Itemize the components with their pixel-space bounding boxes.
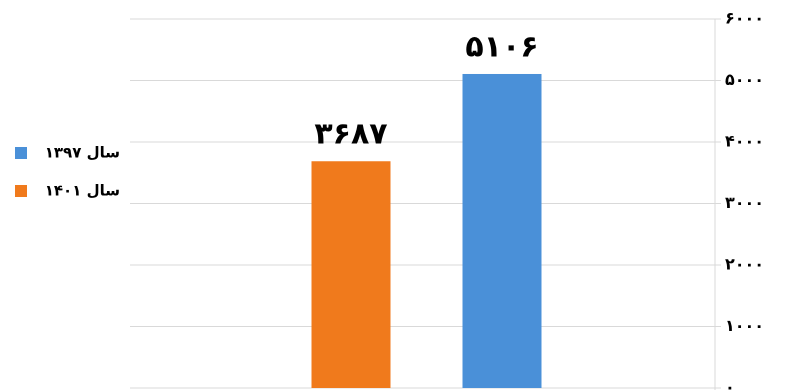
legend-label: سال ۱۴۰۱ bbox=[45, 182, 120, 200]
legend-swatch bbox=[15, 147, 27, 159]
y-tick-label: ۴۰۰۰ bbox=[725, 132, 764, 151]
legend-label: سال ۱۳۹۷ bbox=[45, 144, 120, 162]
bar bbox=[462, 73, 542, 388]
value-label: ۵۱۰۶ bbox=[465, 29, 538, 64]
y-tick-label: ۶۰۰۰ bbox=[725, 9, 764, 28]
y-tick-label: ۳۰۰۰ bbox=[725, 193, 764, 212]
y-tick-label: ۰ bbox=[725, 378, 735, 390]
y-tick-label: ۱۰۰۰ bbox=[725, 316, 764, 335]
value-label: ۳۶۸۷ bbox=[314, 117, 387, 152]
y-tick-label: ۲۰۰۰ bbox=[725, 255, 764, 274]
legend-swatch bbox=[15, 185, 27, 197]
bar bbox=[311, 161, 391, 388]
y-tick-label: ۵۰۰۰ bbox=[725, 70, 764, 89]
